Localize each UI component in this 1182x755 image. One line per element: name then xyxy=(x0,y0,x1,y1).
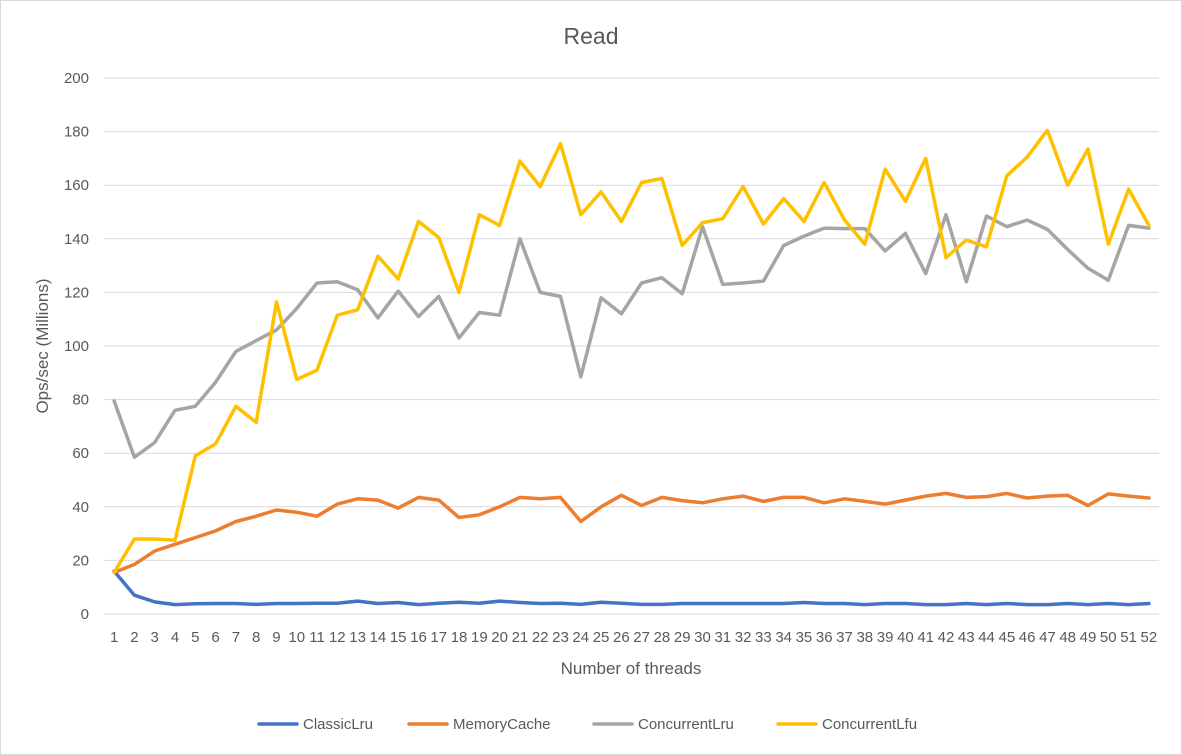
x-tick-label: 52 xyxy=(1141,629,1158,646)
legend-label: ClassicLru xyxy=(303,716,373,733)
x-tick-label: 6 xyxy=(211,629,219,646)
x-tick-label: 33 xyxy=(755,629,772,646)
x-tick-label: 47 xyxy=(1039,629,1056,646)
x-axis-label: Number of threads xyxy=(561,659,702,678)
y-axis-label: Ops/sec (Millions) xyxy=(33,278,52,413)
x-tick-label: 41 xyxy=(917,629,934,646)
legend-label: MemoryCache xyxy=(453,716,551,733)
gridlines xyxy=(104,77,1159,615)
y-tick-label: 180 xyxy=(64,124,89,141)
x-tick-label: 34 xyxy=(775,629,792,646)
x-tick-label: 9 xyxy=(272,629,280,646)
x-tick-label: 45 xyxy=(998,629,1015,646)
y-tick-label: 40 xyxy=(72,499,89,516)
y-tick-label: 20 xyxy=(72,552,89,569)
x-tick-label: 11 xyxy=(309,629,325,646)
x-tick-label: 37 xyxy=(836,629,853,646)
x-tick-label: 21 xyxy=(512,629,529,646)
x-tick-label: 46 xyxy=(1019,629,1036,646)
x-tick-label: 14 xyxy=(370,629,387,646)
x-tick-label: 3 xyxy=(151,629,159,646)
x-tick-label: 22 xyxy=(532,629,549,646)
x-tick-label: 40 xyxy=(897,629,914,646)
x-tick-label: 42 xyxy=(938,629,955,646)
x-tick-label: 48 xyxy=(1059,629,1076,646)
x-tick-label: 32 xyxy=(735,629,752,646)
y-tick-label: 160 xyxy=(64,177,89,194)
x-tick-label: 20 xyxy=(491,629,508,646)
x-tick-label: 50 xyxy=(1100,629,1117,646)
y-tick-label: 100 xyxy=(64,338,89,355)
x-tick-label: 25 xyxy=(593,629,610,646)
x-tick-label: 12 xyxy=(329,629,346,646)
x-tick-label: 23 xyxy=(552,629,569,646)
x-tick-label: 27 xyxy=(633,629,650,646)
x-tick-label: 17 xyxy=(430,629,447,646)
x-tick-label: 16 xyxy=(410,629,427,646)
x-axis-ticks: 1 2 3 4 5 6 7 8 9 10 11 12 13 14 15 16 17 18 19 20 21 22 23 24 2… xyxy=(110,629,1157,646)
y-tick-label: 120 xyxy=(64,284,89,301)
y-tick-label: 140 xyxy=(64,231,89,248)
x-tick-label: 13 xyxy=(349,629,366,646)
x-tick-label: 31 xyxy=(714,629,731,646)
x-tick-label: 2 xyxy=(130,629,138,646)
y-tick-label: 200 xyxy=(64,70,89,87)
x-tick-label: 19 xyxy=(471,629,488,646)
x-tick-label: 26 xyxy=(613,629,630,646)
x-tick-label: 38 xyxy=(856,629,873,646)
x-tick-label: 35 xyxy=(796,629,813,646)
x-tick-label: 36 xyxy=(816,629,833,646)
x-tick-label: 8 xyxy=(252,629,260,646)
series-line-concurrentlru xyxy=(112,212,1151,459)
x-tick-label: 1 xyxy=(110,629,118,646)
x-tick-label: 15 xyxy=(390,629,407,646)
x-tick-label: 18 xyxy=(451,629,468,646)
x-tick-label: 4 xyxy=(171,629,179,646)
x-tick-label: 7 xyxy=(232,629,240,646)
y-tick-label: 0 xyxy=(81,606,89,623)
x-tick-label: 49 xyxy=(1080,629,1097,646)
x-tick-label: 24 xyxy=(572,629,589,646)
x-tick-label: 5 xyxy=(191,629,199,646)
series-lines xyxy=(112,128,1151,607)
x-tick-label: 44 xyxy=(978,629,995,646)
series-line-classiclru xyxy=(112,569,1151,607)
y-axis-ticks: 0 20 40 60 80 100 120 140 160 180 200 xyxy=(64,70,89,623)
y-tick-label: 80 xyxy=(72,392,89,409)
chart-title: Read xyxy=(564,23,619,49)
legend-label: ConcurrentLru xyxy=(638,716,734,733)
x-tick-label: 29 xyxy=(674,629,691,646)
series-line-memorycache xyxy=(112,491,1151,575)
legend-label: ConcurrentLfu xyxy=(822,716,917,733)
series-line-concurrentlfu xyxy=(112,128,1151,575)
x-tick-label: 43 xyxy=(958,629,975,646)
x-tick-label: 51 xyxy=(1120,629,1137,646)
x-tick-label: 30 xyxy=(694,629,711,646)
x-tick-label: 28 xyxy=(654,629,671,646)
legend: ClassicLru MemoryCache ConcurrentLru Concur… xyxy=(257,716,917,733)
x-tick-label: 10 xyxy=(288,629,305,646)
x-tick-label: 39 xyxy=(877,629,894,646)
y-tick-label: 60 xyxy=(72,445,89,462)
